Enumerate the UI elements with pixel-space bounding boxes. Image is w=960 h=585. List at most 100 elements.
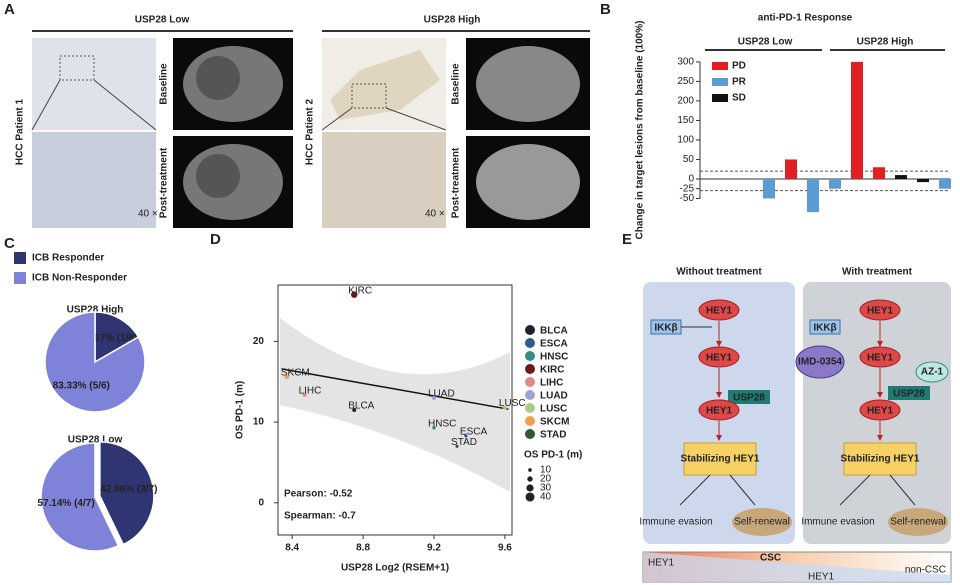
size-label: 10: [540, 465, 552, 476]
size-swatch: [527, 476, 533, 482]
size-swatch: [528, 468, 532, 472]
y-axis-label: OS PD-1 (m): [235, 381, 246, 439]
panel-label: A: [4, 1, 15, 18]
ct-body: [476, 46, 580, 122]
arrow: [839, 474, 871, 506]
legend-label: STAD: [540, 430, 566, 441]
fit-line: [281, 368, 509, 410]
outcome-node: [732, 508, 792, 536]
node-label: AZ-1: [921, 367, 944, 378]
x-tick-label: 8.8: [356, 543, 370, 554]
box-title: With treatment: [842, 267, 913, 278]
size-label: 20: [540, 474, 552, 485]
point-label: BLCA: [348, 401, 374, 412]
bar: [895, 175, 907, 179]
y-tick-label: 300: [677, 57, 694, 68]
outcome: Self-renewal: [734, 517, 790, 528]
zoom-line: [93, 79, 157, 131]
node-label: Stabilizing HEY1: [841, 454, 920, 465]
legend-swatch: [525, 364, 535, 374]
point: [302, 392, 307, 397]
node-label: HEY1: [706, 353, 733, 364]
pie-slice: [44, 311, 146, 413]
patient-label: HCC Patient 1: [15, 99, 26, 166]
usp28-node: [888, 386, 930, 400]
outcome-node: [888, 508, 948, 536]
point-label: LUSC: [499, 398, 526, 409]
point: [464, 434, 468, 438]
magnification: 40 ×: [425, 209, 445, 220]
node-label: USP28: [893, 389, 925, 400]
node-label: IKKβ: [654, 323, 677, 334]
bar: [829, 178, 841, 189]
ct-lesion: [196, 154, 240, 198]
legend-swatch: [525, 377, 535, 387]
legend-swatch: [525, 351, 535, 361]
point: [431, 395, 437, 401]
timepoint: Baseline: [451, 63, 462, 105]
y-tick-label: -25: [680, 183, 695, 194]
legend-label: LIHC: [540, 378, 563, 389]
legend-label: ICB Non-Responder: [32, 273, 127, 284]
panel-label: E: [622, 231, 632, 248]
usp28-node: [728, 390, 770, 404]
point-label: STAD: [451, 437, 477, 448]
histology-zoom: [32, 132, 156, 228]
group-title: USP28 Low: [135, 15, 190, 26]
gradient-label: HEY1: [808, 572, 835, 583]
point-label: KIRC: [348, 285, 372, 296]
legend-swatch: [525, 429, 535, 439]
gradient-label: HEY1: [648, 558, 675, 569]
hey1-node: [698, 399, 740, 421]
outcome: Self-renewal: [890, 517, 946, 528]
legend-swatch: [712, 62, 728, 70]
outcome: Immune evasion: [639, 517, 712, 528]
hey1-node: [859, 399, 901, 421]
zoom-line: [31, 79, 61, 131]
y-tick-label: -50: [680, 193, 695, 204]
annotation: Spearman: -0.7: [284, 511, 356, 522]
legend-label: LUAD: [540, 391, 568, 402]
arrow: [679, 474, 711, 506]
ct-body: [476, 144, 580, 220]
size-label: 30: [540, 483, 552, 494]
x-tick-label: 9.2: [427, 543, 441, 554]
size-swatch: [526, 484, 534, 492]
size-label: 40: [540, 492, 552, 503]
histology-zoom: [322, 132, 446, 228]
panel-a: USP28 Low USP28 High 40 × HCC Patient 1 …: [15, 15, 590, 228]
y-tick-label: 100: [677, 135, 694, 146]
inset-box: [351, 83, 387, 109]
point: [284, 374, 290, 380]
node-label: Stabilizing HEY1: [681, 454, 760, 465]
inset-box: [59, 55, 95, 81]
legend-label: PR: [732, 77, 747, 88]
node-label: HEY1: [867, 406, 894, 417]
confidence-band: [280, 318, 510, 492]
gradient-wedge: [643, 552, 951, 582]
group-title: USP28 High: [424, 15, 481, 26]
patient-label: HCC Patient 2: [305, 99, 316, 166]
arrow: [889, 474, 916, 506]
hey1-node: [698, 346, 740, 368]
legend-swatch: [712, 78, 728, 86]
bar: [873, 167, 885, 179]
y-tick-label: 250: [677, 76, 694, 87]
node-label: HEY1: [706, 306, 733, 317]
drug-node: [915, 361, 949, 383]
slice-label: 57.14% (4/7): [37, 498, 94, 509]
node-label: USP28: [733, 393, 765, 404]
y-axis-label: Change in target lesions from baseline (…: [635, 21, 646, 240]
bar: [763, 178, 775, 199]
chart-title: anti-PD-1 Response: [758, 13, 853, 24]
point-label: HNSC: [428, 418, 456, 429]
point-label: SKCM: [281, 368, 310, 379]
tissue: [330, 50, 440, 120]
y-tick-label: 0: [258, 497, 264, 508]
slice-label: 42.86% (3/7): [100, 484, 157, 495]
legend-swatch: [525, 403, 535, 413]
size-swatch: [525, 492, 535, 502]
legend-label: KIRC: [540, 365, 564, 376]
y-tick-label: 10: [253, 417, 265, 428]
timepoint: Post-treatment: [159, 147, 170, 218]
